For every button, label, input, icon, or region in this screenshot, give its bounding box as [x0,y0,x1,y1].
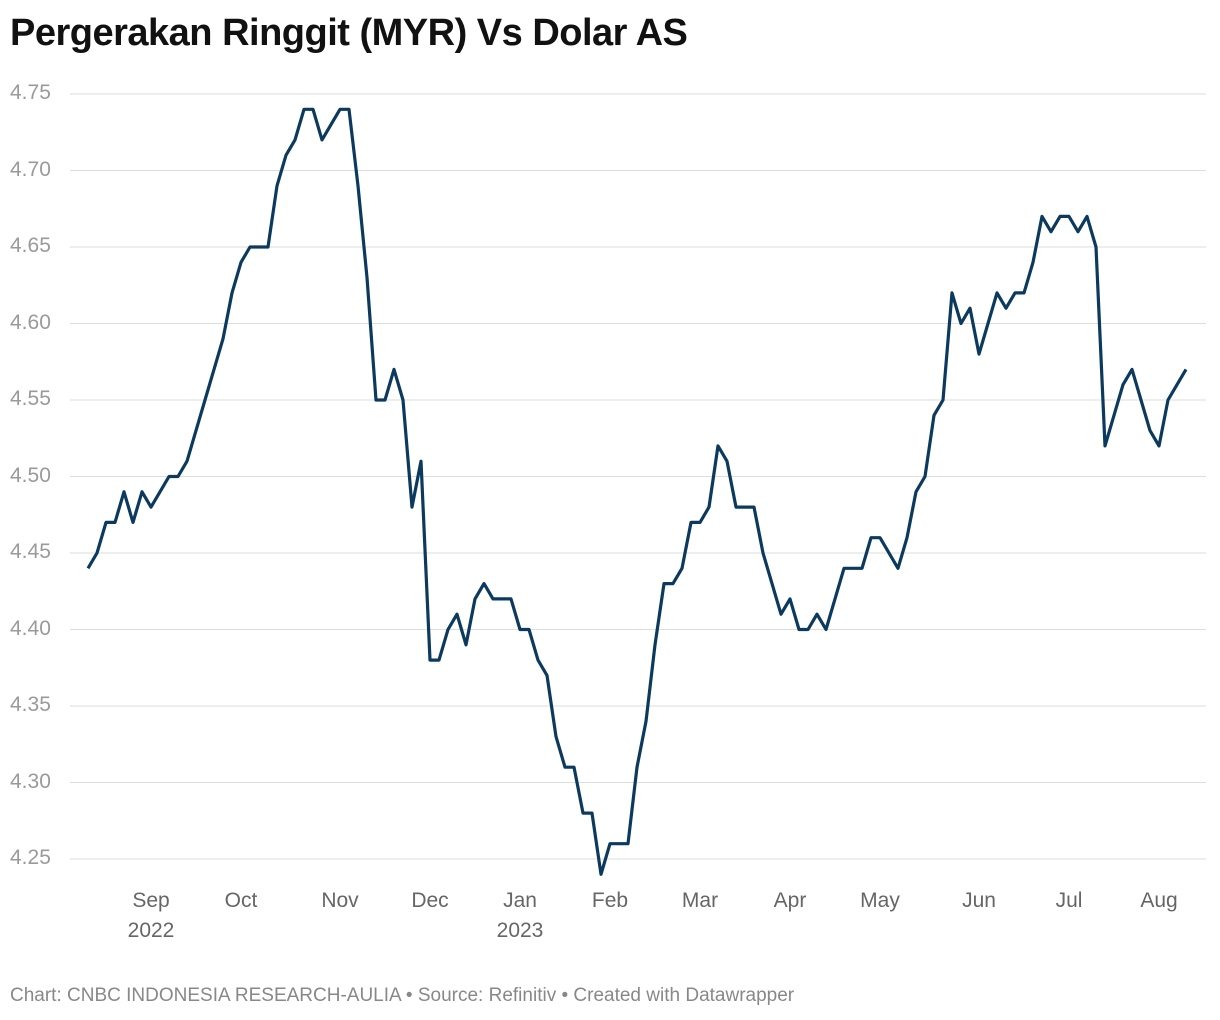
x-tick-label: Nov [321,889,359,912]
x-tick-label: Dec [411,889,449,912]
y-tick-label: 4.25 [10,846,51,869]
y-tick-label: 4.60 [10,310,51,334]
source-note: Chart: CNBC INDONESIA RESEARCH-AULIA • S… [10,985,795,1006]
x-tick-label: Feb [591,889,629,912]
x-tick-label: May [860,889,900,912]
x-tick-label: Sep 2022 [127,889,175,942]
x-tick-label: Oct [224,889,258,912]
chart-title: Pergerakan Ringgit (MYR) Vs Dolar AS [10,12,688,54]
y-tick-label: 4.50 [10,463,51,487]
y-tick-label: 4.45 [10,540,51,563]
x-tick-label: Jun [962,889,996,912]
y-tick-label: 4.35 [10,693,51,716]
x-tick-label: Apr [773,889,807,912]
y-tick-label: 4.30 [10,769,51,793]
y-tick-label: 4.75 [10,81,51,104]
line [86,107,1188,876]
y-tick-label: 4.70 [10,157,51,181]
x-tick-label: Aug [1140,889,1178,912]
y-tick-label: 4.55 [10,387,51,410]
y-tick-label: 4.40 [10,616,51,640]
x-tick-label: Jul [1055,889,1083,912]
x-tick-label: Jan 2023 [496,889,544,942]
x-tick-label: Mar [681,889,719,912]
y-tick-label: 4.65 [10,234,51,257]
